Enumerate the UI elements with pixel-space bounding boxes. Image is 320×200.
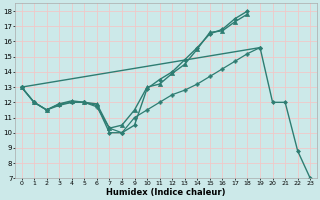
X-axis label: Humidex (Indice chaleur): Humidex (Indice chaleur) (106, 188, 226, 197)
